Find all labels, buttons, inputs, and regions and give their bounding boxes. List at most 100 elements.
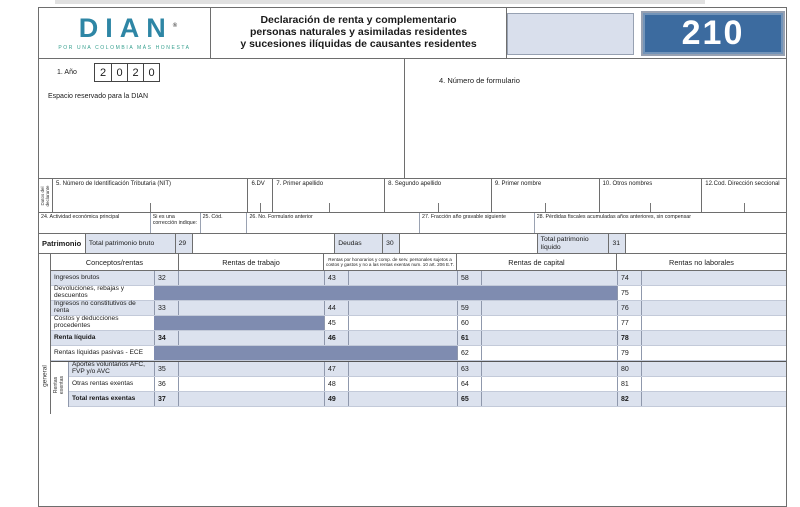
first-surname-field[interactable]: 7. Primer apellido (273, 179, 386, 212)
amount-input[interactable] (349, 301, 457, 315)
correction-code-field[interactable]: 25. Cód. (201, 213, 248, 233)
amount-input[interactable] (642, 316, 786, 330)
line-code: 59 (457, 301, 482, 315)
amount-input[interactable] (349, 271, 457, 285)
blank-reserved-box (507, 13, 634, 55)
year-label: 1. Año (57, 69, 77, 76)
line-code: 29 (175, 234, 193, 253)
line-code: 81 (617, 377, 642, 391)
line-code: 74 (617, 271, 642, 285)
concept-label: Rentas líquidas pasivas - ECE (54, 348, 144, 356)
income-table: general Conceptos/rentas Rentas de traba… (39, 254, 786, 414)
table-header-row: Conceptos/rentas Rentas de trabajo Renta… (51, 254, 786, 271)
amount-input[interactable] (482, 377, 617, 391)
exempt-income-group: Rentas exentas Aportes voluntarios AFC, … (51, 361, 786, 407)
concept-label: Renta líquida (54, 333, 96, 341)
year-fraction-field[interactable]: 27. Fracción año gravable siguiente (420, 213, 535, 233)
header-concepts: Conceptos/rentas (51, 254, 179, 270)
header-work-income: Rentas de trabajo (179, 254, 324, 270)
line-code: 78 (617, 331, 642, 345)
amount-input[interactable] (482, 271, 617, 285)
line-code: 45 (324, 316, 349, 330)
dian-tagline: POR UNA COLOMBIA MÁS HONESTA (58, 45, 191, 51)
sectional-address-field[interactable]: 12.Cod. Dirección seccional (702, 179, 786, 212)
header-capital-income: Rentas de capital (457, 254, 617, 270)
dian-logo: DIAN® POR UNA COLOMBIA MÁS HONESTA (39, 8, 211, 58)
declarant-row: Datos del declarante 5. Número de Identi… (39, 179, 786, 213)
amount-input[interactable] (349, 377, 457, 391)
amount-input[interactable] (642, 331, 786, 345)
dv-field[interactable]: 6.DV (248, 179, 274, 212)
header-nonlabor-income: Rentas no laborales (669, 257, 734, 267)
amount-input[interactable] (482, 362, 617, 376)
amount-input[interactable] (642, 377, 786, 391)
table-row: Ingresos no constitutivos de renta 33 44… (51, 300, 786, 316)
first-name-field[interactable]: 9. Primer nombre (492, 179, 600, 212)
second-surname-field[interactable]: 8. Segundo apellido (385, 179, 492, 212)
amount-input[interactable] (349, 362, 457, 376)
amount-input[interactable] (482, 316, 617, 330)
declarant-strip-label: Datos del declarante (40, 185, 51, 207)
year-digit-box[interactable]: 2 (127, 64, 143, 81)
table-row: Total rentas exentas 37 49 65 82 (69, 392, 786, 407)
correction-row: 24. Actividad económica principal Si es … (39, 213, 786, 234)
not-applicable-bar (154, 346, 457, 360)
amount-input[interactable] (626, 234, 786, 253)
patrimonio-row: Patrimonio Total patrimonio bruto 29 Deu… (39, 234, 786, 254)
line-code: 46 (324, 331, 349, 345)
year-digit-box[interactable]: 2 (99, 66, 107, 79)
other-names-field[interactable]: 10. Otros nombres (600, 179, 703, 212)
amount-input[interactable] (642, 346, 786, 360)
economic-activity-field[interactable]: 24. Actividad económica principal (39, 213, 151, 233)
line-code: 58 (457, 271, 482, 285)
year-digit-group: 2 0 2 0 (94, 63, 160, 82)
amount-input[interactable] (193, 234, 336, 253)
line-code: 32 (154, 271, 179, 285)
amount-input[interactable] (642, 301, 786, 315)
amount-input[interactable] (179, 377, 324, 391)
page-title: Declaración de renta y complementario pe… (211, 8, 507, 58)
line-code: 44 (324, 301, 349, 315)
amount-input[interactable] (482, 301, 617, 315)
line-code: 76 (617, 301, 642, 315)
concept-label: Devoluciones, rebajas y descuentos (54, 285, 125, 299)
previous-form-field[interactable]: 26. No. Formulario anterior (247, 213, 420, 233)
line-code: 49 (324, 392, 349, 406)
table-row: Otras rentas exentas 36 48 64 81 (69, 377, 786, 392)
concept-label: Ingresos no constitutivos de renta (54, 300, 136, 314)
amount-input[interactable] (400, 234, 538, 253)
line-code: 79 (617, 346, 642, 360)
form-code-badge: 210 (641, 11, 785, 56)
table-row: Devoluciones, rebajas y descuentos 75 (51, 285, 786, 301)
amount-input[interactable] (642, 286, 786, 300)
concept-label: Ingresos brutos (54, 273, 100, 281)
amount-input[interactable] (642, 362, 786, 376)
amount-input[interactable] (482, 331, 617, 345)
scan-artifact (55, 0, 705, 4)
amount-input[interactable] (482, 346, 617, 360)
exempt-strip-label: Rentas exentas (52, 375, 65, 394)
year-digit-box[interactable]: 0 (143, 64, 159, 81)
year-digit-box[interactable]: 0 (111, 64, 127, 81)
line-code: 31 (609, 234, 627, 253)
accumulated-losses-field[interactable]: 28. Pérdidas fiscales acumuladas años an… (536, 214, 691, 220)
line-code: 35 (154, 362, 179, 376)
nit-field[interactable]: 5. Número de Identificación Tributaria (… (53, 179, 249, 212)
title-line-2: personas naturales y asimiladas resident… (249, 26, 468, 39)
table-row: Renta líquida 34 46 61 78 (51, 331, 786, 346)
form-header: DIAN® POR UNA COLOMBIA MÁS HONESTA Decla… (39, 8, 786, 59)
amount-input[interactable] (349, 331, 457, 345)
amount-input[interactable] (179, 271, 324, 285)
line-code: 47 (324, 362, 349, 376)
amount-input[interactable] (349, 316, 457, 330)
table-row: Aportes voluntarios AFC, FVP y/o AVC 35 … (69, 361, 786, 377)
net-patrimony-label: Total patrimonio líquido (537, 234, 610, 253)
header-fees-income: Rentas por honorarios y comp. de serv. p… (324, 254, 457, 270)
amount-input[interactable] (179, 301, 324, 315)
amount-input[interactable] (179, 331, 324, 345)
concept-label: Costos y deducciones procedentes (54, 315, 119, 329)
amount-input[interactable] (642, 271, 786, 285)
line-code: 36 (154, 377, 179, 391)
table-row: Rentas líquidas pasivas - ECE 62 79 (51, 346, 786, 361)
amount-input[interactable] (179, 362, 324, 376)
